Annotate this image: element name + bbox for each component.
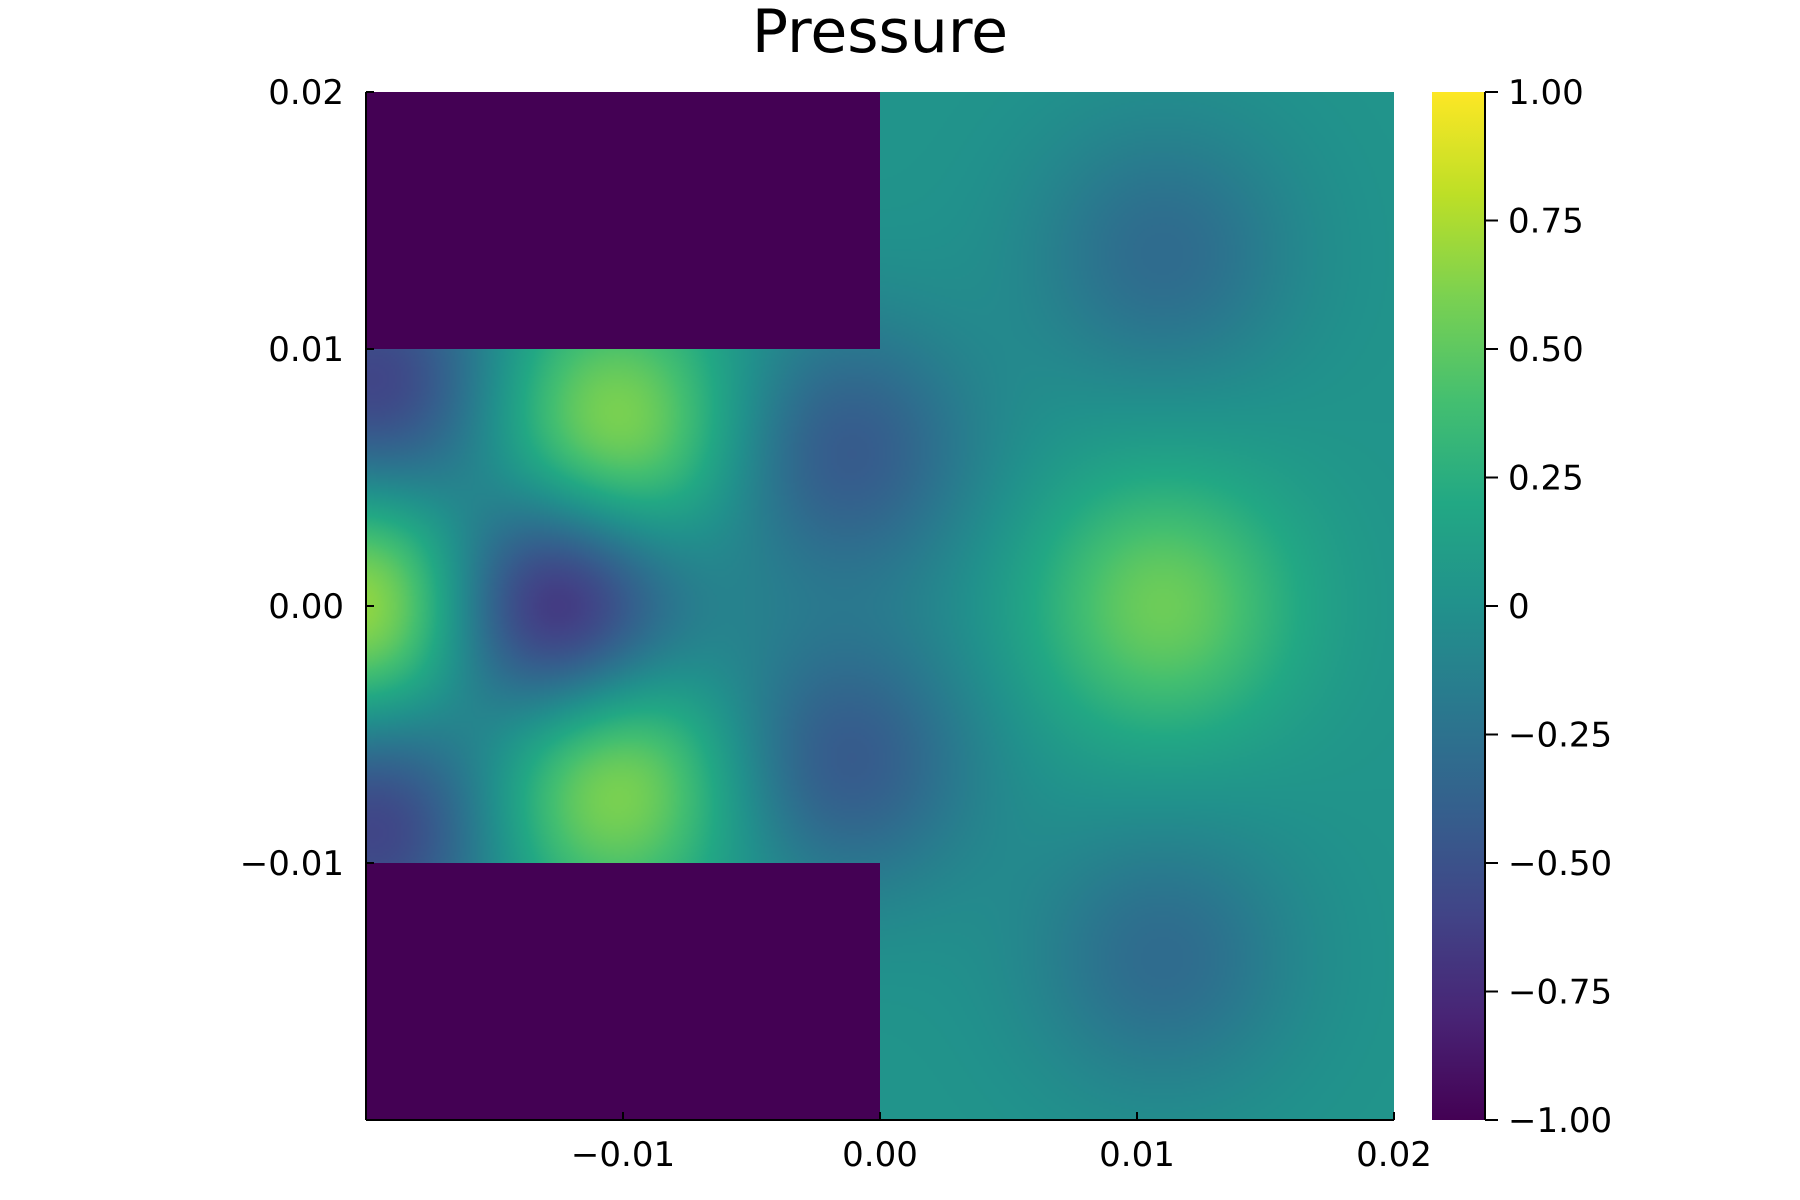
colorbar-tick-label: 0 [1508, 587, 1530, 627]
y-tick-label: 0.00 [268, 587, 344, 627]
colorbar-tick-label: −1.00 [1508, 1101, 1612, 1141]
colorbar-tick-label: −0.25 [1508, 716, 1612, 756]
colorbar [1432, 92, 1484, 1120]
colorbar-tick-label: 0.25 [1508, 459, 1584, 499]
x-tick-label: 0.01 [1099, 1135, 1175, 1175]
colorbar-tick-label: 0.50 [1508, 330, 1584, 370]
y-tick-label: 0.02 [268, 73, 344, 113]
colorbar-tick-label: 1.00 [1508, 73, 1584, 113]
x-tick-label: 0.02 [1356, 1135, 1432, 1175]
colorbar-tick-label: −0.75 [1508, 973, 1612, 1013]
y-tick-label: −0.01 [240, 844, 344, 884]
colorbar-tick-label: 0.75 [1508, 202, 1584, 242]
x-tick-label: −0.01 [571, 1135, 675, 1175]
x-tick-label: 0.00 [842, 1135, 918, 1175]
chart-title: Pressure [752, 0, 1008, 67]
y-tick-label: 0.01 [268, 330, 344, 370]
lower-wall-region [366, 863, 880, 1120]
colorbar-tick-label: −0.50 [1508, 844, 1612, 884]
upper-wall-region [366, 92, 880, 349]
